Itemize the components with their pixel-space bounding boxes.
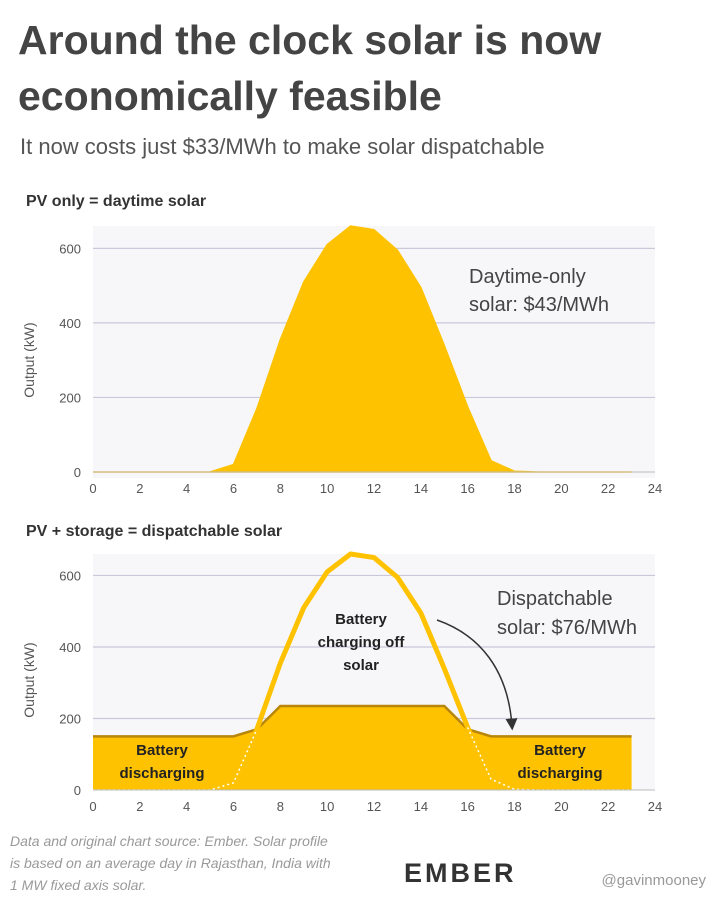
- x-tick-14: 14: [414, 799, 428, 814]
- x-tick-18: 18: [507, 799, 521, 814]
- page-subtitle: It now costs just $33/MWh to make solar …: [20, 134, 545, 159]
- x-tick-16: 16: [460, 799, 474, 814]
- y-tick-400: 400: [59, 640, 81, 655]
- discharging-left-label-line1: Battery: [136, 742, 188, 759]
- ember-logo: EMBER: [404, 858, 517, 888]
- x-tick-6: 6: [230, 481, 237, 496]
- solar-output-line: [231, 551, 494, 784]
- page-title: Around the clock solar is now economical…: [18, 17, 602, 119]
- x-tick-18: 18: [507, 481, 521, 496]
- charging-label-line2: charging off: [318, 634, 406, 651]
- chart-1-title: PV only = daytime solar: [26, 193, 207, 210]
- daytime-annotation-line2: solar: $43/MWh: [469, 294, 609, 316]
- x-tick-8: 8: [277, 481, 284, 496]
- x-tick-20: 20: [554, 481, 568, 496]
- y-axis-title: Output (kW): [21, 322, 37, 397]
- x-tick-24: 24: [648, 481, 662, 496]
- dispatchable-annotation-line1: Dispatchable: [497, 588, 613, 610]
- x-tick-0: 0: [89, 799, 96, 814]
- x-tick-16: 16: [460, 481, 474, 496]
- y-tick-labels: 0 200 400 600: [59, 568, 81, 798]
- x-tick-2: 2: [136, 481, 143, 496]
- x-tick-20: 20: [554, 799, 568, 814]
- charging-label-line3: solar: [343, 657, 379, 674]
- y-tick-labels: 0 200 400 600: [59, 241, 81, 480]
- discharging-right-label-line1: Battery: [534, 742, 586, 759]
- dispatchable-output-line: [93, 704, 632, 738]
- x-tick-2: 2: [136, 799, 143, 814]
- dispatchable-output-area: [93, 705, 632, 790]
- y-tick-400: 400: [59, 316, 81, 331]
- x-tick-12: 12: [367, 799, 381, 814]
- y-tick-200: 200: [59, 711, 81, 726]
- x-tick-4: 4: [183, 799, 190, 814]
- x-tick-0: 0: [89, 481, 96, 496]
- x-tick-22: 22: [601, 481, 615, 496]
- x-tick-6: 6: [230, 799, 237, 814]
- y-tick-0: 0: [74, 465, 81, 480]
- x-tick-10: 10: [320, 481, 334, 496]
- dispatchable-annotation-line2: solar: $76/MWh: [497, 617, 637, 639]
- chart-2-title: PV + storage = dispatchable solar: [26, 523, 283, 540]
- charging-label-line1: Battery: [335, 611, 387, 628]
- y-tick-0: 0: [74, 783, 81, 798]
- x-tick-24: 24: [648, 799, 662, 814]
- x-tick-8: 8: [277, 799, 284, 814]
- x-tick-4: 4: [183, 481, 190, 496]
- discharging-left-label-line2: discharging: [119, 765, 204, 782]
- y-tick-600: 600: [59, 568, 81, 583]
- author-handle: @gavinmooney: [601, 872, 706, 889]
- y-axis-title: Output (kW): [21, 642, 37, 717]
- x-tick-10: 10: [320, 799, 334, 814]
- y-tick-200: 200: [59, 390, 81, 405]
- x-tick-12: 12: [367, 481, 381, 496]
- daytime-annotation-line1: Daytime-only: [469, 266, 586, 288]
- discharging-right-label-line2: discharging: [517, 765, 602, 782]
- x-tick-labels: 0 2 4 6 8 10 12 14 16 18 20 22 24: [89, 481, 662, 496]
- source-note: Data and original chart source: Ember. S…: [10, 833, 331, 893]
- annotation-arrow: [436, 619, 518, 731]
- y-tick-600: 600: [59, 241, 81, 256]
- x-tick-labels: 0 2 4 6 8 10 12 14 16 18 20 22 24: [89, 799, 662, 814]
- x-tick-22: 22: [601, 799, 615, 814]
- x-tick-14: 14: [414, 481, 428, 496]
